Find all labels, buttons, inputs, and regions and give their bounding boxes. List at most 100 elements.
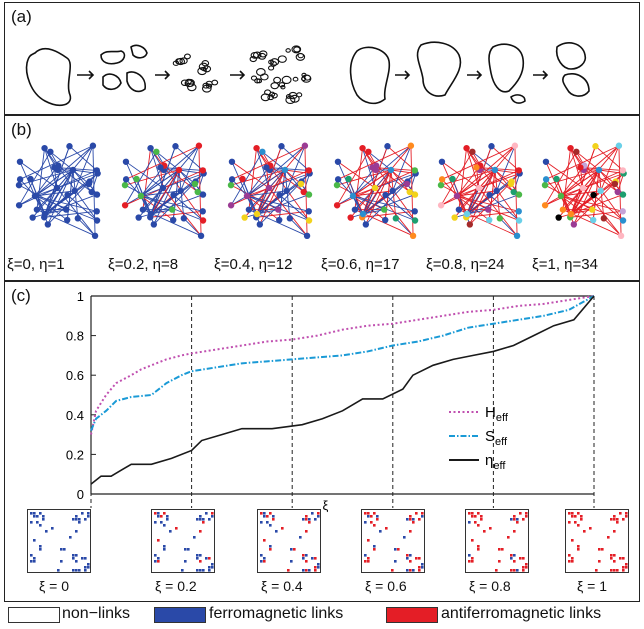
network-edge [544,151,577,206]
network-node [41,210,49,218]
matrix-cell [30,554,33,557]
matrix-cell [75,518,78,521]
network-node [619,217,627,224]
network-edge [230,151,263,206]
network-node [449,175,456,183]
network-node [619,167,627,174]
matrix-cell [418,518,421,521]
matrix-cell [513,560,516,563]
matrix-5 [565,509,629,573]
network-node [227,181,235,189]
network-node [15,202,23,209]
matrix-cell [471,560,474,563]
network-edge [125,145,200,180]
network-node [351,206,359,213]
fragmentation-diagram [25,41,590,107]
network-node [567,210,575,218]
network-node [595,166,603,174]
matrix-cell [81,557,84,560]
particle-0 [172,53,191,66]
network-node [16,176,24,183]
network-edge [178,169,199,193]
network-edge [598,169,616,185]
matrix-cell [367,515,370,518]
matrix-cell [311,557,314,560]
network-node [553,175,560,183]
matrix-cell [412,518,415,521]
network-node [515,208,522,215]
network-edge [44,169,74,215]
matrix-cell [415,557,418,560]
network-node [228,176,236,183]
matrix-cell [619,512,622,515]
matrix-cell [211,566,214,569]
network-node [172,143,179,150]
matrix-cell [421,515,424,518]
matrix-cell [589,527,592,530]
matrix-cell [373,548,376,551]
matrix-cell [616,518,619,521]
network-edge [570,147,624,221]
network-node [147,210,155,218]
network-edge [598,169,605,219]
network-node [197,232,205,240]
network-node [175,166,183,174]
network-node [406,188,413,196]
matrix-cell [157,539,160,542]
network-edge [246,195,309,212]
network-node [63,206,70,213]
matrix-cell [199,515,202,518]
network-2 [227,142,313,240]
network-edge [125,179,142,197]
matrix-cell [418,557,421,560]
particle-2 [180,78,197,92]
network-node [91,232,99,240]
network-node [228,158,236,165]
network-edge [284,169,302,185]
network-node [611,180,619,188]
network-caption-1: ξ=0.2, η=8 [108,256,179,273]
series-line-1 [90,295,595,432]
matrix-cell [598,560,601,563]
matrix-cell [571,539,574,542]
network-edge [74,145,94,192]
network-edge [337,179,354,197]
network-edge [466,146,492,215]
network-edge [456,169,496,197]
network-edge [259,169,286,225]
network-node [241,214,248,221]
network-node [253,144,260,152]
matrix-cell [84,569,87,572]
matrix-cell [75,569,78,572]
matrix-cell [580,518,583,521]
matrix-cell [208,569,211,572]
network-edge [178,169,185,219]
network-edge [150,146,176,215]
matrix-cell [314,557,317,560]
matrix-cell [468,512,471,515]
network-edge [50,151,74,171]
matrix-cell [205,557,208,560]
network-edge [440,169,496,186]
network-edge [441,161,480,189]
matrix-cell [516,518,519,521]
network-node [265,184,273,192]
matrix-2 [257,509,321,573]
matrix-cell [376,518,379,521]
matrix-cell [154,512,157,515]
matrix-cell [519,512,522,515]
matrix-caption-3: ξ = 0.6 [365,578,407,594]
matrix-cell [272,518,275,521]
legend-label-2: ηeff [485,452,506,472]
matrix-cell [263,557,266,560]
matrix-cell [160,515,163,518]
matrix-cell [157,560,160,563]
matrix-cell [166,515,169,518]
network-edge [368,151,392,171]
matrix-cell [480,515,483,518]
matrix-cell [39,548,42,551]
network-edge [472,151,496,171]
matrix-cell [260,512,263,515]
matrix-cell [571,515,574,518]
matrix-cell [477,545,480,548]
